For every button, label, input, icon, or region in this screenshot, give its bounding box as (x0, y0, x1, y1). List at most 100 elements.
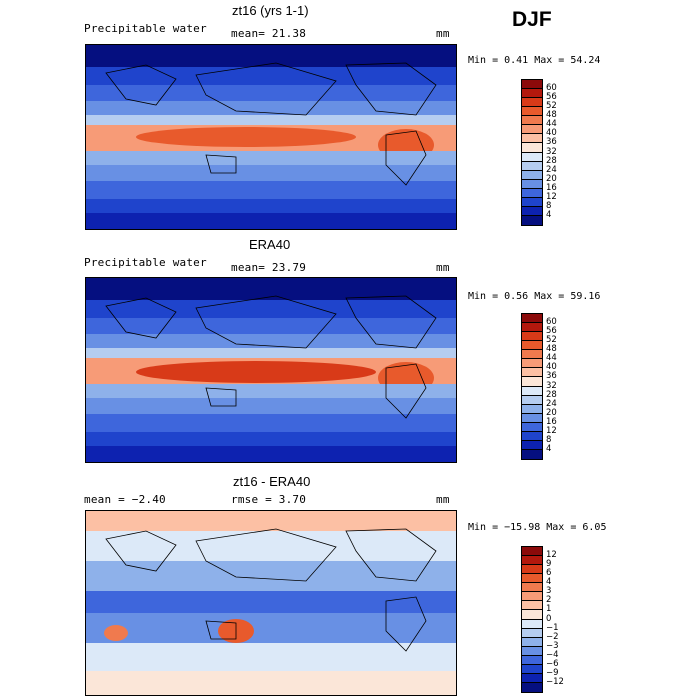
colorbar-swatch (522, 377, 542, 387)
colorbar-swatch (522, 682, 542, 692)
colorbar-swatch (522, 449, 542, 459)
colorbar-swatch (522, 170, 542, 180)
panel2-min-max: Min = 0.56 Max = 59.16 (468, 291, 601, 302)
colorbar-swatch (522, 206, 542, 216)
colorbar-swatch (522, 413, 542, 423)
colorbar-tick-label: 52 (546, 101, 557, 112)
colorbar-tick-label: 4 (546, 577, 552, 588)
colorbar-tick-label: 60 (546, 83, 557, 94)
colorbar-swatch (522, 619, 542, 629)
colorbar-tick-label: −1 (546, 622, 559, 633)
colorbar-swatch (522, 314, 542, 324)
colorbar-swatch (522, 404, 542, 414)
colorbar-tick-label: 52 (546, 335, 557, 346)
colorbar-tick-label: 48 (546, 110, 557, 121)
colorbar-tick-label: 32 (546, 146, 557, 157)
colorbar-tick-label: 48 (546, 344, 557, 355)
colorbar-tick-label: 16 (546, 182, 557, 193)
panel1-colorbar (521, 79, 543, 226)
colorbar-swatch (522, 601, 542, 611)
colorbar-swatch (522, 386, 542, 396)
colorbar-swatch (522, 323, 542, 333)
colorbar-swatch (522, 583, 542, 593)
colorbar-swatch (522, 574, 542, 584)
colorbar-swatch (522, 673, 542, 683)
panel3-mean: mean = −2.40 (84, 493, 166, 506)
colorbar-tick-label: 12 (546, 425, 557, 436)
panel1-map (85, 44, 457, 230)
colorbar-tick-label: 0 (546, 613, 552, 624)
colorbar-tick-label: 8 (546, 434, 552, 445)
colorbar-tick-label: 4 (546, 209, 552, 220)
season-label: DJF (512, 8, 552, 31)
colorbar-tick-label: 44 (546, 353, 557, 364)
colorbar-tick-label: 40 (546, 362, 557, 373)
colorbar-swatch (522, 431, 542, 441)
colorbar-swatch (522, 565, 542, 575)
colorbar-tick-label: 60 (546, 317, 557, 328)
colorbar-tick-label: 2 (546, 595, 552, 606)
colorbar-swatch (522, 592, 542, 602)
colorbar-swatch (522, 134, 542, 144)
panel2-title: ERA40 (249, 237, 291, 252)
panel2-variable: Precipitable water (84, 256, 207, 269)
colorbar-swatch (522, 215, 542, 225)
panel2-mean: mean= 23.79 (231, 261, 307, 274)
panel3-rmse: rmse = 3.70 (231, 493, 307, 506)
colorbar-swatch (522, 197, 542, 207)
colorbar-tick-label: −6 (546, 658, 559, 669)
colorbar-swatch (522, 188, 542, 198)
colorbar-swatch (522, 107, 542, 117)
colorbar-tick-label: 1 (546, 604, 552, 615)
colorbar-swatch (522, 646, 542, 656)
colorbar-swatch (522, 98, 542, 108)
colorbar-swatch (522, 116, 542, 126)
panel1-units: mm (436, 27, 450, 40)
colorbar-tick-label: −12 (546, 676, 564, 687)
colorbar-tick-label: 36 (546, 371, 557, 382)
colorbar-swatch (522, 610, 542, 620)
colorbar-tick-label: 4 (546, 443, 552, 454)
panel1-min-max: Min = 0.41 Max = 54.24 (468, 55, 601, 66)
panel2-units: mm (436, 261, 450, 274)
colorbar-swatch (522, 637, 542, 647)
colorbar-swatch (522, 80, 542, 90)
colorbar-tick-label: 56 (546, 92, 557, 103)
colorbar-swatch (522, 556, 542, 566)
panel1-mean: mean= 21.38 (231, 27, 307, 40)
colorbar-tick-label: 3 (546, 586, 552, 597)
colorbar-tick-label: 6 (546, 568, 552, 579)
panel3-colorbar (521, 546, 543, 693)
colorbar-tick-label: −3 (546, 640, 559, 651)
colorbar-tick-label: 24 (546, 164, 557, 175)
panel3-map (85, 510, 457, 696)
colorbar-tick-label: −9 (546, 667, 559, 678)
panel2-colorbar-labels: 60 56 52 48 44 40 36 32 28 24 20 16 12 8 4 (546, 313, 586, 458)
colorbar-tick-label: 20 (546, 407, 557, 418)
colorbar-tick-label: 28 (546, 155, 557, 166)
colorbar-tick-label: 36 (546, 137, 557, 148)
colorbar-tick-label: 12 (546, 550, 557, 561)
colorbar-tick-label: 56 (546, 326, 557, 337)
panel2-map (85, 277, 457, 463)
panel3-min-max: Min = −15.98 Max = 6.05 (468, 522, 607, 533)
colorbar-tick-label: 24 (546, 398, 557, 409)
colorbar-tick-label: 44 (546, 119, 557, 130)
panel3-colorbar-labels: 12 9 6 4 3 2 1 0 −1 −2 −3 −4 −6 −9 −12 (546, 546, 586, 691)
colorbar-swatch (522, 332, 542, 342)
panel1-colorbar-labels: 60 56 52 48 44 40 36 32 28 24 20 16 12 8 4 (546, 79, 586, 224)
colorbar-tick-label: 8 (546, 200, 552, 211)
panel2-colorbar (521, 313, 543, 460)
colorbar-swatch (522, 655, 542, 665)
panel3-title: zt16 - ERA40 (233, 474, 311, 489)
colorbar-tick-label: 28 (546, 389, 557, 400)
colorbar-tick-label: 9 (546, 559, 552, 570)
colorbar-tick-label: 20 (546, 173, 557, 184)
colorbar-swatch (522, 440, 542, 450)
colorbar-swatch (522, 368, 542, 378)
colorbar-swatch (522, 161, 542, 171)
colorbar-swatch (522, 628, 542, 638)
colorbar-tick-label: −4 (546, 649, 559, 660)
colorbar-tick-label: −2 (546, 631, 559, 642)
colorbar-tick-label: 40 (546, 128, 557, 139)
